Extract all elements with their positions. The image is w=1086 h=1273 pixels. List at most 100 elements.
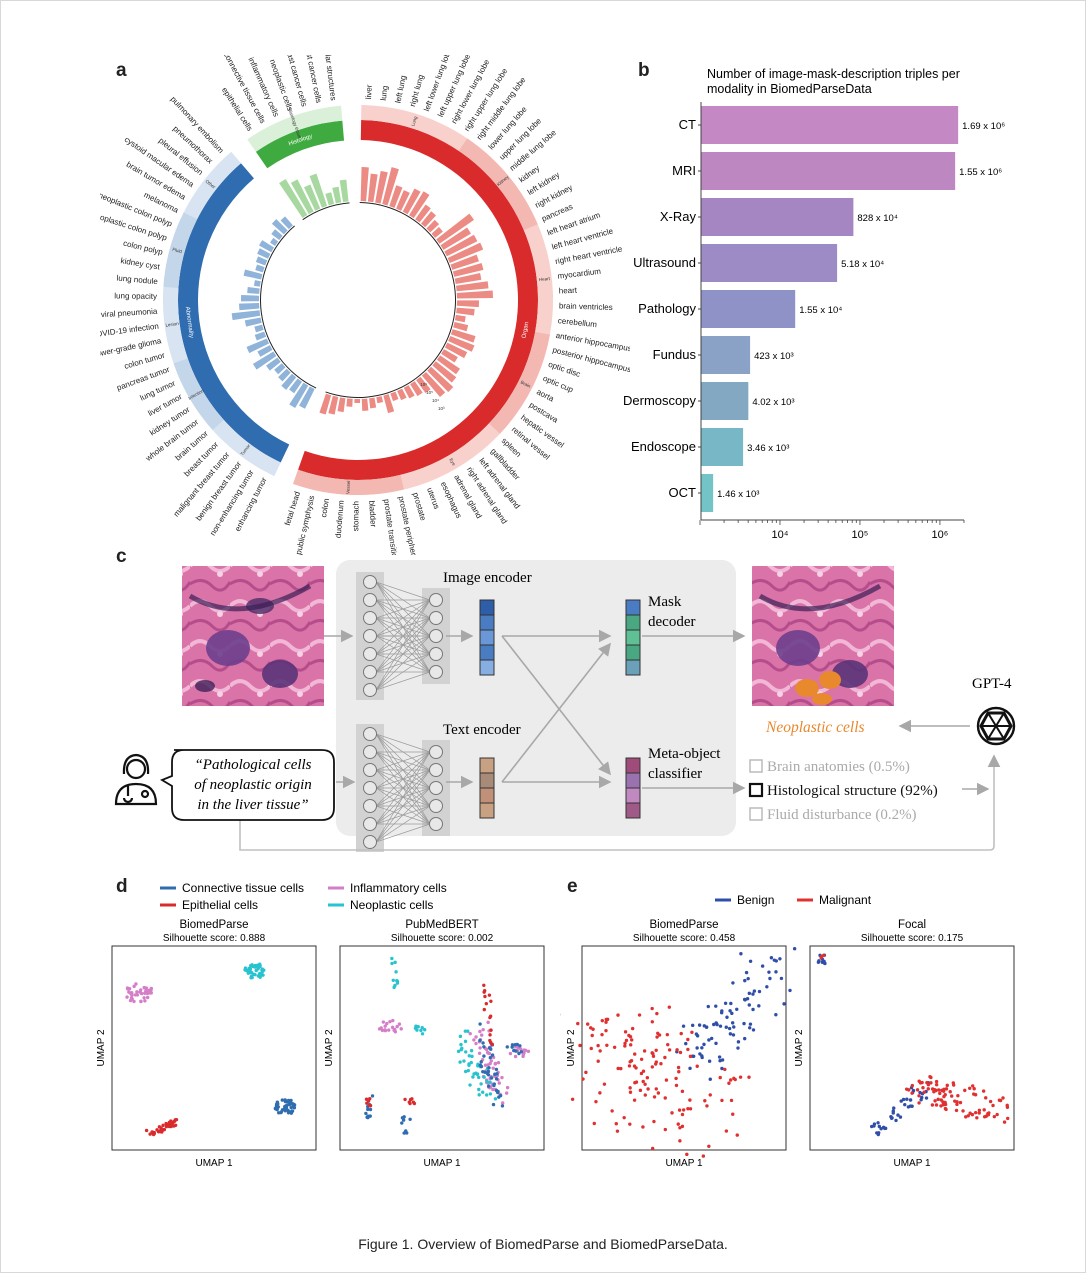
openai-logo-icon [976, 706, 1016, 746]
scatter-point [171, 1120, 175, 1125]
panel-e-umap: Benign Malignant BiomedParse Silhouette sco… [560, 893, 1015, 1169]
option-checkbox [749, 759, 763, 773]
scatter-point [497, 1095, 501, 1099]
plot-subtitle: Silhouette score: 0.888 [163, 933, 266, 944]
scatter-point [676, 1122, 680, 1126]
scatter-point [680, 1112, 685, 1117]
scatter-point [463, 1069, 468, 1074]
subcategory-segment [523, 224, 553, 335]
count-bar [231, 310, 261, 321]
scatter-point [926, 1087, 930, 1091]
scatter-point [637, 1013, 642, 1017]
scatter-point [652, 1119, 656, 1124]
subcategory-segment [212, 419, 281, 477]
scatter-point [468, 1031, 472, 1036]
scatter-point [517, 1051, 521, 1056]
category-label: Dermoscopy [623, 393, 696, 408]
count-bar [328, 395, 339, 415]
structure-label: duodenum [334, 500, 346, 539]
scatter-point [924, 1096, 929, 1100]
scatter-point [917, 1094, 921, 1098]
count-bar [426, 219, 440, 233]
scatter-point [367, 1103, 372, 1108]
x-axis-label: UMAP 1 [195, 1158, 232, 1169]
scatter-point [679, 1031, 683, 1036]
scatter-point [494, 1067, 499, 1072]
structure-label: heart [559, 286, 578, 296]
count-bar [299, 386, 315, 409]
scatter-point [500, 1075, 504, 1080]
scatter-point [747, 991, 752, 996]
network-edge [375, 599, 431, 637]
legend-label: Benign [737, 893, 774, 907]
bar-mri [701, 152, 956, 190]
scatter-point [477, 1093, 481, 1097]
count-bar [376, 396, 384, 404]
scatter-point [686, 1107, 690, 1111]
scatter-point [628, 1122, 632, 1126]
scatter-point [875, 1131, 879, 1135]
scatter-point [953, 1099, 957, 1103]
scatter-point [702, 1042, 706, 1047]
scatter-point [420, 1025, 424, 1030]
count-bar [254, 324, 264, 333]
scatter-point [984, 1114, 988, 1118]
scatter-point [730, 1011, 734, 1016]
bar-fundus [701, 336, 751, 374]
count-bar [253, 280, 261, 287]
scatter-point [639, 1071, 644, 1076]
neuron-node [429, 817, 443, 831]
scatter-point [592, 1121, 596, 1126]
scatter-point [688, 1098, 692, 1102]
count-bar [259, 240, 275, 253]
scatter-point [283, 1105, 287, 1109]
bar-ct [701, 106, 959, 144]
scatter-point [605, 1017, 610, 1022]
plot-subtitle: Silhouette score: 0.002 [391, 933, 494, 944]
data-label: 1.55 x 10⁴ [799, 305, 842, 316]
scatter-point [146, 988, 151, 993]
data-label: 828 x 10⁴ [857, 213, 898, 224]
scatter-point [150, 1130, 154, 1134]
scatter-point [675, 1048, 679, 1052]
scatter-point [929, 1081, 933, 1085]
scatter-point [748, 1026, 752, 1030]
scatter-point [700, 1046, 704, 1050]
scatter-point [596, 1043, 600, 1048]
structure-label: left lung [393, 75, 407, 104]
neuron-node [429, 763, 443, 777]
scatter-point [688, 1066, 692, 1071]
scatter-point [490, 1042, 494, 1047]
scatter-point [467, 1054, 471, 1058]
category-label: OCT [669, 485, 697, 500]
subcategory-segment [458, 138, 538, 231]
scatter-point [139, 991, 144, 996]
count-bar [281, 373, 297, 390]
scatter-point [477, 1051, 482, 1055]
scatter-point [714, 1041, 718, 1046]
scatter-point [948, 1090, 952, 1094]
scatter-point [743, 1036, 747, 1041]
scatter-point [497, 1081, 501, 1085]
subcategory-segment [400, 423, 500, 490]
count-bar [257, 345, 273, 357]
scatter-point [664, 1078, 669, 1082]
scatter-point [695, 1034, 700, 1038]
panel-b-title-line2: modality in BiomedParseData [707, 82, 872, 96]
network-edge [375, 751, 431, 771]
scatter-point [248, 967, 253, 971]
scatter-point [619, 1066, 623, 1071]
scatter-point [598, 1049, 602, 1053]
embedding-cell [479, 757, 495, 774]
embedding-cell [479, 644, 495, 661]
scatter-point [643, 1093, 647, 1097]
plot-frame [339, 945, 545, 1151]
scatter-point [719, 1011, 724, 1015]
scatter-point [279, 1110, 284, 1114]
classifier-options: Brain anatomies (0.5%) Histological struc… [748, 759, 938, 823]
count-bar [252, 351, 277, 370]
scatter-point [955, 1102, 959, 1107]
scatter-point [934, 1082, 939, 1087]
text-encoder-label: Text encoder [443, 722, 521, 738]
scatter-point [778, 957, 782, 961]
